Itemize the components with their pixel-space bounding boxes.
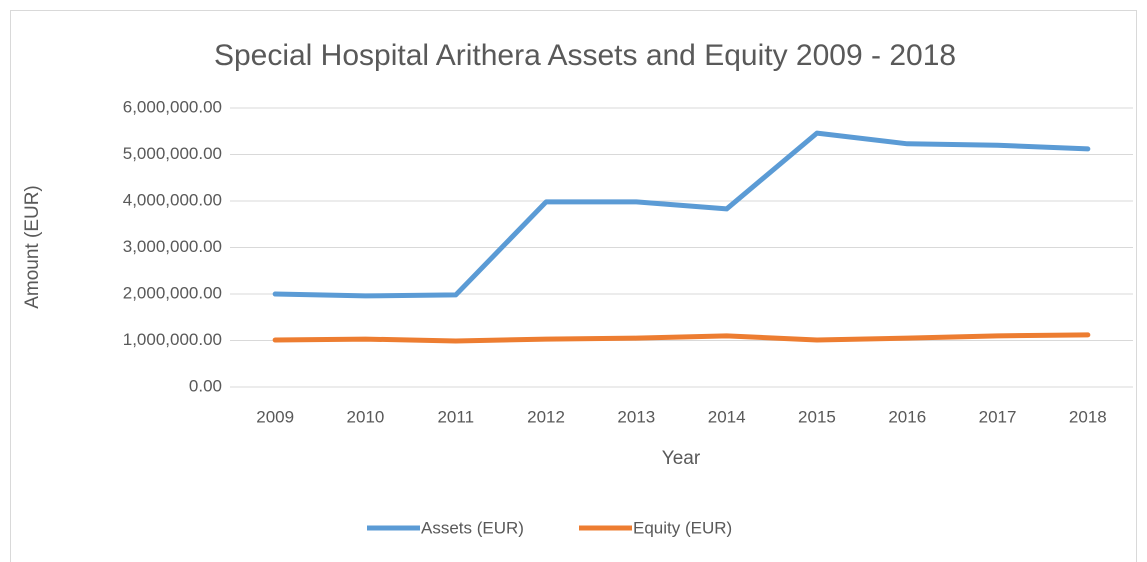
x-tick-label: 2011 (437, 407, 474, 426)
chart-title: Special Hospital Arithera Assets and Equ… (214, 39, 956, 72)
x-tick-label: 2015 (798, 407, 836, 426)
x-tick-label: 2012 (527, 407, 565, 426)
y-tick-label: 4,000,000.00 (123, 190, 222, 209)
y-tick-label: 5,000,000.00 (123, 144, 222, 163)
series-line (272, 332, 1091, 344)
y-tick-label: 6,000,000.00 (123, 97, 222, 116)
x-axis-label: Year (662, 448, 701, 469)
y-axis-label: Amount (EUR) (22, 185, 43, 309)
x-tick-label: 2014 (708, 407, 746, 426)
x-tick-label: 2016 (888, 407, 926, 426)
x-tick-label: 2013 (617, 407, 655, 426)
y-tick-label: 2,000,000.00 (123, 283, 222, 302)
x-tick-label: 2017 (979, 407, 1017, 426)
x-tick-label: 2010 (347, 407, 385, 426)
y-tick-label: 1,000,000.00 (123, 330, 222, 349)
legend-label: Equity (EUR) (633, 518, 732, 537)
chart-border (10, 10, 1137, 562)
series-line (272, 130, 1091, 299)
x-tick-label: 2009 (256, 407, 294, 426)
legend-label: Assets (EUR) (421, 518, 524, 537)
y-tick-label: 3,000,000.00 (123, 237, 222, 256)
x-tick-label: 2018 (1069, 407, 1107, 426)
y-tick-label: 0.00 (189, 376, 222, 395)
